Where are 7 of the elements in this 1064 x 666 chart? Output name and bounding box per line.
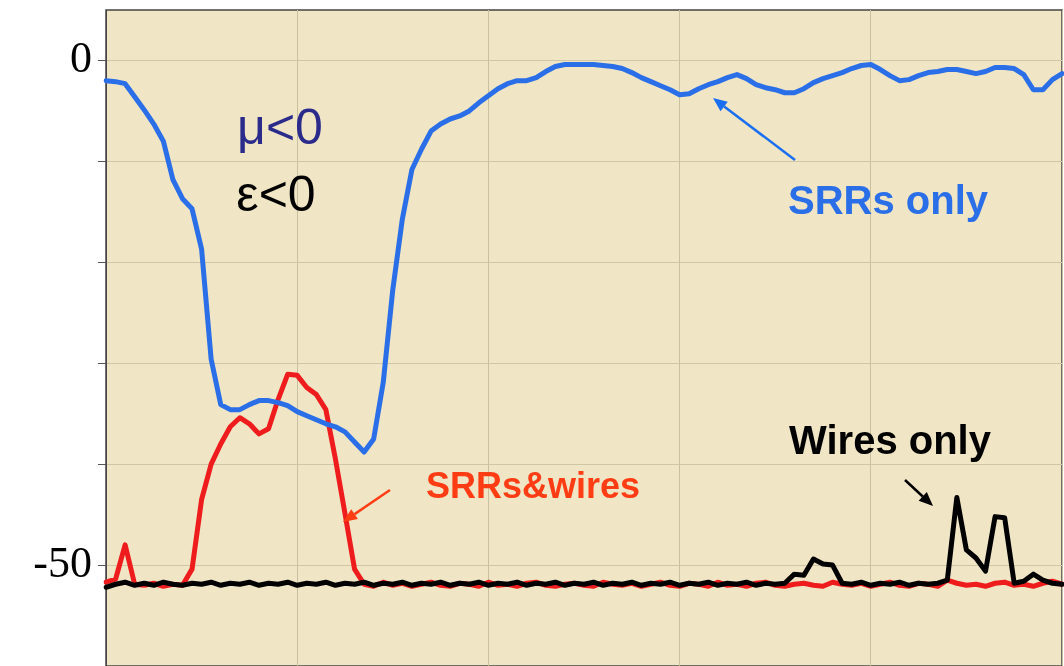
text: SRRs&wires (425, 464, 641, 506)
annotation: μ<0 (237, 98, 323, 155)
annotation: ε<0 (236, 165, 316, 222)
y-tick-label: 0 (70, 33, 92, 83)
series-label: Wires only (789, 418, 992, 463)
y-tick-label: -50 (33, 537, 92, 587)
text: SRRs only (787, 178, 989, 223)
